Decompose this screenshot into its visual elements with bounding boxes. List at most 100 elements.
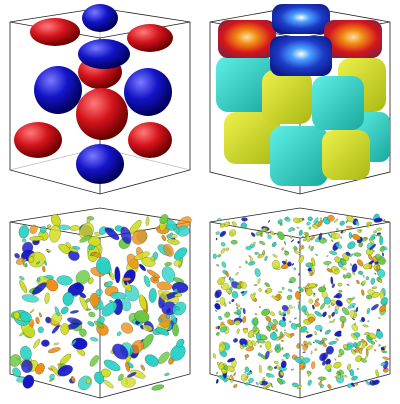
vortex-blob	[271, 295, 280, 301]
vortex-blob	[218, 375, 225, 380]
red-top-face	[324, 20, 382, 58]
vortex-blob	[361, 280, 367, 285]
vortex-blob	[219, 326, 227, 333]
vortex-blob	[271, 324, 277, 331]
vortex-blob	[311, 361, 316, 370]
vortex-blob	[356, 279, 360, 285]
vortex-blob	[372, 250, 375, 252]
vortex-blob	[347, 363, 351, 370]
vortex-blob	[244, 366, 250, 373]
vortex-blob	[12, 367, 21, 378]
vortex-blob	[91, 252, 102, 258]
vortex-blob	[273, 360, 279, 365]
vortex-blob	[248, 255, 252, 258]
vortex-blob	[233, 338, 238, 343]
vortex-blob	[45, 316, 52, 324]
vortex-blob	[56, 275, 73, 286]
vortex-blob	[245, 357, 247, 361]
vortex-blob	[85, 378, 91, 385]
vortex-blob	[345, 225, 353, 229]
vortex-blob	[216, 264, 220, 267]
vortex-blob	[312, 304, 315, 310]
vortex-blob	[383, 218, 386, 222]
vortex-blob	[21, 359, 33, 374]
vortex-blob	[279, 319, 286, 328]
vortex-blob	[288, 227, 294, 232]
vortex-blob	[313, 217, 319, 224]
vortex-blob	[140, 364, 146, 371]
vortex-blob	[370, 341, 375, 345]
vortex-blob	[240, 291, 245, 294]
vortex-blob	[365, 380, 371, 386]
vortex-blob	[49, 373, 55, 380]
vortex-blob	[293, 246, 298, 251]
vortex-blob	[248, 377, 254, 383]
vortex-blob	[218, 343, 226, 353]
vortex-blob	[280, 311, 286, 317]
vortex-blob	[338, 289, 343, 293]
vortex-blob	[298, 229, 303, 236]
vortex-blob	[311, 257, 316, 267]
vortex-blob	[266, 232, 270, 235]
red-sphere	[30, 18, 80, 46]
vortex-blob	[350, 333, 358, 341]
vortex-blob	[254, 268, 261, 277]
vortex-blob	[366, 307, 371, 315]
vortex-blob	[295, 323, 302, 327]
vortex-blob	[351, 263, 358, 273]
vortex-blob	[308, 245, 311, 249]
vortex-blob	[331, 311, 336, 317]
vortex-blob	[120, 322, 134, 334]
vortex-blob	[216, 331, 220, 336]
vortex-blob	[277, 291, 283, 294]
vortex-blob	[44, 292, 50, 304]
vortex-blob	[350, 349, 356, 355]
vortex-blob	[264, 282, 270, 287]
vortex-blob	[268, 219, 271, 223]
vortex-blob	[67, 317, 83, 326]
vortex-blob	[173, 247, 188, 260]
vortex-blob	[101, 368, 111, 378]
vortex-blob	[379, 235, 384, 246]
vortex-blob	[236, 283, 242, 290]
vortex-blob	[364, 332, 370, 335]
vortex-blob	[217, 254, 222, 258]
vortex-blob	[375, 330, 384, 339]
vortex-blob	[302, 351, 306, 354]
vortex-blob	[310, 246, 314, 252]
vortex-blob	[373, 230, 377, 234]
blue-sphere	[82, 4, 118, 32]
turbulence-coarse-render	[9, 207, 192, 399]
vortex-blob	[378, 279, 383, 283]
vortex-blob	[161, 266, 176, 283]
vortex-blob	[230, 379, 234, 383]
vortex-blob	[22, 263, 27, 268]
vortex-blob	[19, 311, 32, 323]
vortex-blob	[369, 239, 375, 244]
vortex-blob	[42, 265, 46, 273]
vortex-blob	[22, 238, 27, 243]
vortex-blob	[296, 227, 300, 229]
vortex-blob	[257, 339, 266, 344]
vortex-blob	[40, 226, 47, 234]
vortex-blob	[291, 263, 295, 266]
vortex-blob	[380, 346, 385, 351]
vortex-blob	[287, 288, 293, 293]
vortex-blob	[314, 331, 318, 336]
vortex-blob	[297, 303, 301, 310]
vortex-blob	[362, 324, 369, 328]
vortex-blob	[348, 369, 351, 372]
vortex-blob	[351, 375, 358, 381]
vortex-blob	[281, 286, 285, 290]
vortex-blob	[281, 247, 284, 251]
vortex-blob	[240, 374, 248, 382]
vortex-blob	[326, 268, 333, 273]
vortex-blob	[49, 225, 61, 243]
vortex-blob	[335, 242, 343, 249]
vortex-blob	[120, 226, 132, 245]
vortex-blob	[122, 277, 132, 281]
vortex-blob	[225, 247, 230, 252]
vortex-blob	[296, 385, 302, 389]
vortex-blob	[376, 232, 382, 235]
vortex-blob	[355, 220, 360, 226]
